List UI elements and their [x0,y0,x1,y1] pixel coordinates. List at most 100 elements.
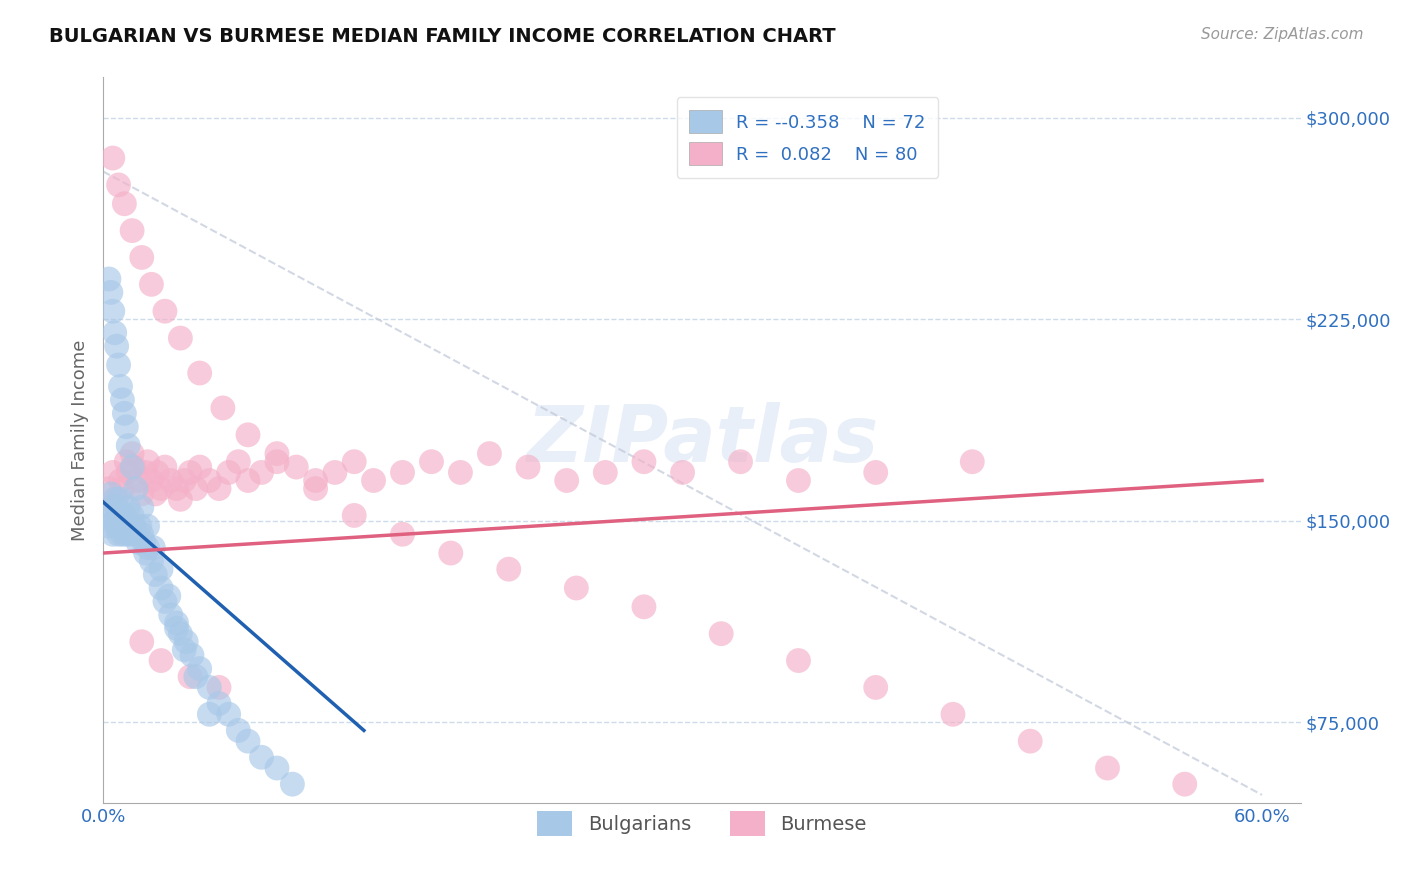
Point [166,621,188,635]
Point [117,519,139,533]
Y-axis label: Median Family Income: Median Family Income [72,340,89,541]
Point [498,562,520,576]
Point [136,455,159,469]
Point [97,272,120,286]
Point [104,326,127,340]
Point [111,392,134,407]
Point [105,500,128,515]
Point [228,455,250,469]
Point [112,519,135,533]
Point [179,670,201,684]
Point [266,455,288,469]
Point [595,466,617,480]
Point [962,455,984,469]
Point [157,589,180,603]
Point [730,455,752,469]
Point [105,492,128,507]
Point [169,626,191,640]
Point [865,466,887,480]
Point [131,634,153,648]
Point [128,519,150,533]
Point [865,681,887,695]
Point [141,474,163,488]
Point [117,439,139,453]
Point [266,447,288,461]
Point [198,681,221,695]
Point [236,474,259,488]
Point [112,508,135,523]
Point [179,466,201,480]
Point [228,723,250,738]
Point [710,626,733,640]
Point [787,654,810,668]
Point [343,455,366,469]
Point [120,527,142,541]
Point [153,594,176,608]
Point [121,447,143,461]
Point [122,519,145,533]
Point [141,554,163,568]
Point [184,482,207,496]
Point [420,455,443,469]
Point [198,474,221,488]
Text: ZIPatlas: ZIPatlas [526,402,877,478]
Point [107,527,129,541]
Point [101,466,124,480]
Point [159,474,181,488]
Point [188,460,211,475]
Point [208,681,231,695]
Point [184,670,207,684]
Point [150,482,173,496]
Point [208,697,231,711]
Point [159,607,181,622]
Point [107,508,129,523]
Point [150,654,173,668]
Point [110,492,132,507]
Point [391,527,413,541]
Point [110,474,132,488]
Point [787,474,810,488]
Point [121,508,143,523]
Point [121,460,143,475]
Point [449,466,471,480]
Point [110,514,132,528]
Point [125,527,148,541]
Point [104,492,127,507]
Point [131,500,153,515]
Point [236,734,259,748]
Point [115,514,138,528]
Text: BULGARIAN VS BURMESE MEDIAN FAMILY INCOME CORRELATION CHART: BULGARIAN VS BURMESE MEDIAN FAMILY INCOM… [49,27,835,45]
Point [135,546,157,560]
Point [101,527,124,541]
Point [218,707,240,722]
Point [121,224,143,238]
Point [127,474,149,488]
Point [181,648,204,662]
Point [671,466,693,480]
Point [212,401,235,415]
Point [131,487,153,501]
Point [1019,734,1042,748]
Point [166,482,188,496]
Point [188,662,211,676]
Point [112,406,135,420]
Point [266,761,288,775]
Point [100,487,122,501]
Point [104,514,127,528]
Point [323,466,346,480]
Point [110,379,132,393]
Point [343,508,366,523]
Point [105,519,128,533]
Point [115,527,138,541]
Point [135,466,157,480]
Point [208,482,231,496]
Point [111,482,134,496]
Point [105,339,128,353]
Point [127,535,149,549]
Point [101,500,124,515]
Point [281,777,304,791]
Point [304,474,326,488]
Point [173,474,195,488]
Point [250,750,273,764]
Point [97,482,120,496]
